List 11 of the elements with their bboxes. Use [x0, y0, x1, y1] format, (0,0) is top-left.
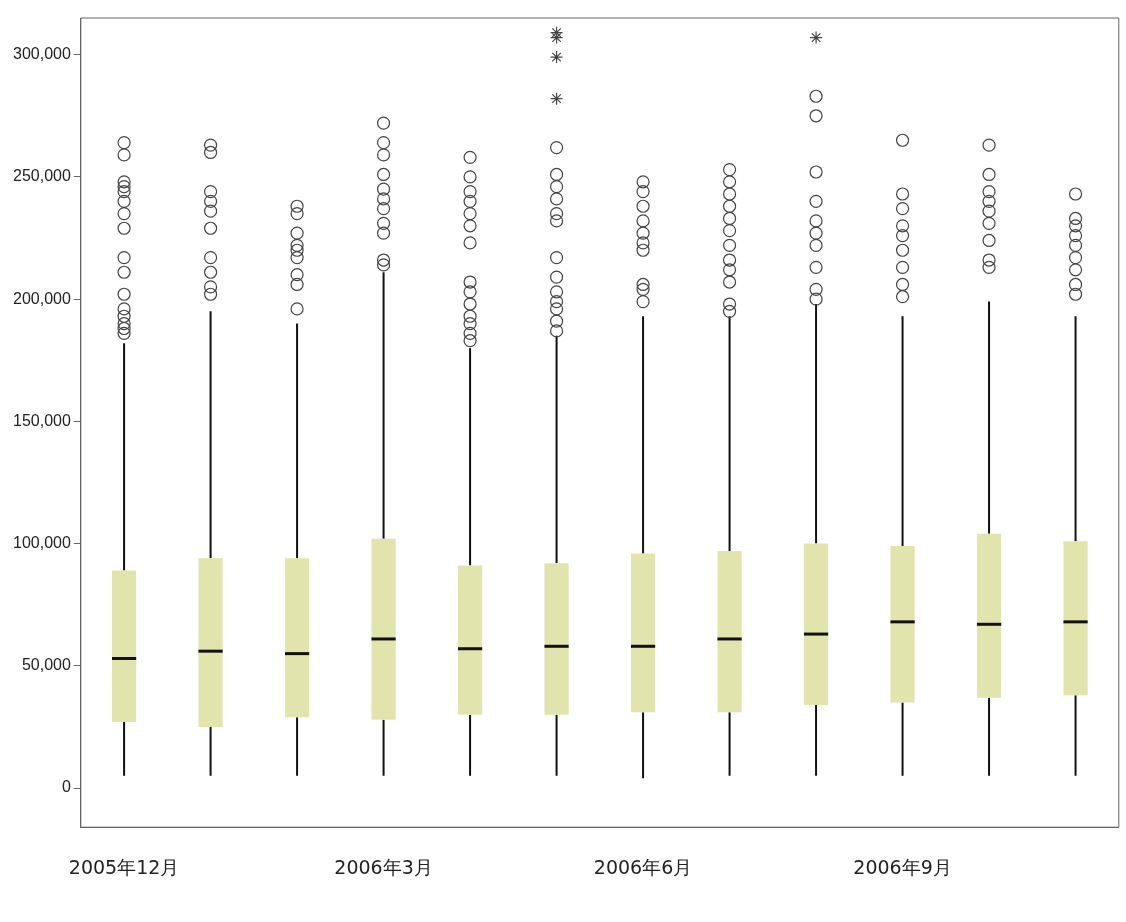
x-tick-label: 2006年9月 [853, 855, 952, 878]
y-tick-label: 150,000 [12, 411, 71, 429]
y-tick-label: 200,000 [12, 289, 71, 307]
x-tick-label: 2006年6月 [593, 855, 693, 878]
y-tick-label: 300,000 [12, 45, 71, 63]
y-tick-label: 250,000 [12, 167, 71, 185]
x-tick-label: 2005年12月 [68, 855, 180, 878]
y-tick-label: 50,000 [21, 656, 71, 674]
x-tick-label: 2006年3月 [334, 855, 433, 878]
y-tick-label: 100,000 [12, 534, 71, 552]
y-tick-label: 0 [61, 778, 71, 796]
